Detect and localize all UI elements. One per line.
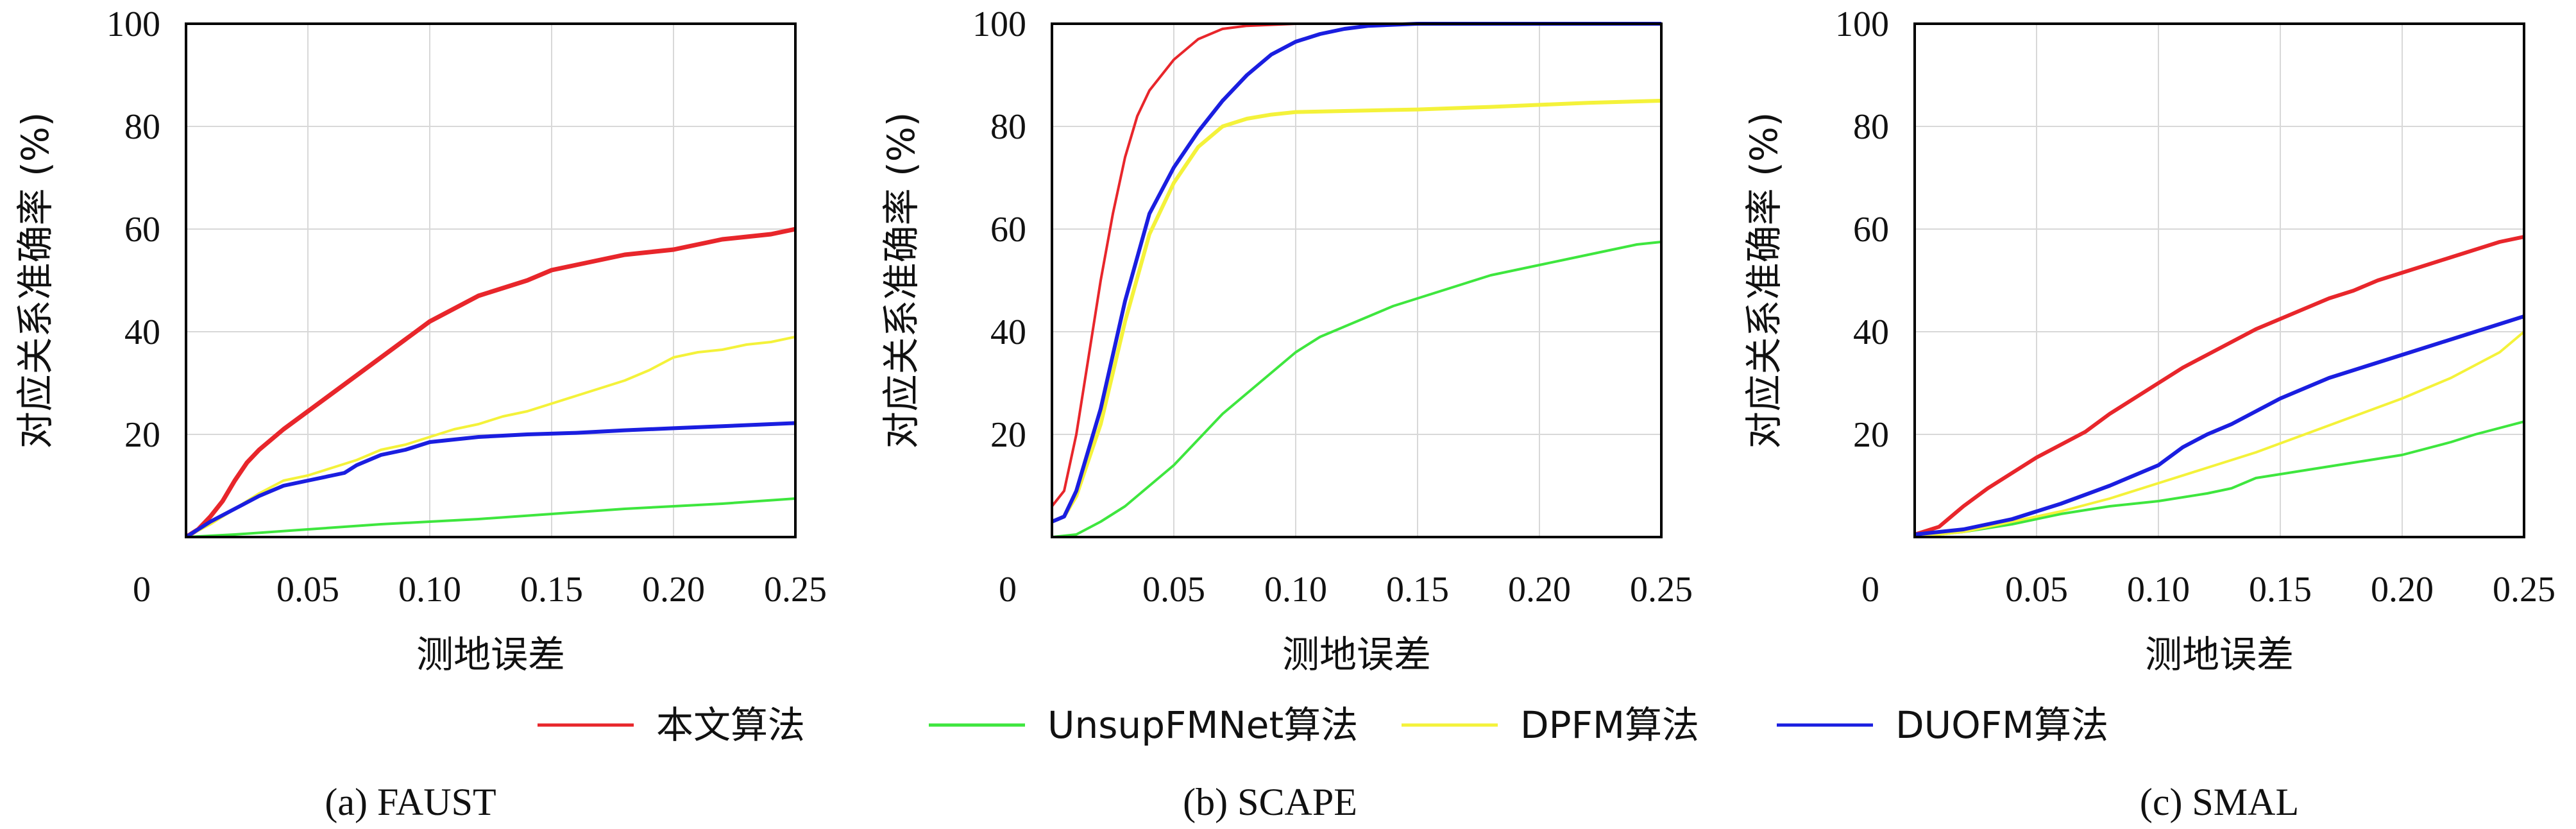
x-tick-label: 0.15 — [2249, 570, 2312, 610]
y-tick-label: 40 — [124, 312, 160, 352]
panel-caption: (a) FAUST — [325, 781, 496, 823]
y-tick-label: 100 — [1835, 4, 1889, 44]
y-tick-label: 20 — [990, 415, 1026, 455]
legend-label: DPFM算法 — [1520, 703, 1699, 747]
chart-panel-3: 20 40 60 80 100 0 0.05 0.10 0.15 0.20 0.25 测地误差 对应关系… — [1742, 4, 2555, 676]
y-tick-label: 20 — [1853, 415, 1889, 455]
x-tick-label: 0 — [133, 570, 151, 610]
y-axis-title: 对应关系准确率 (%) — [1742, 112, 1786, 449]
x-tick-label: 0.25 — [1630, 570, 1693, 610]
x-tick-label: 0.10 — [1264, 570, 1327, 610]
y-tick-label: 40 — [990, 312, 1026, 352]
legend-item: 本文算法 — [538, 703, 805, 747]
series-line — [1052, 99, 1661, 524]
series-group — [186, 226, 795, 537]
x-tick-label: 0.15 — [1386, 570, 1449, 610]
x-tick-label: 0.05 — [2005, 570, 2068, 610]
legend-label: 本文算法 — [656, 703, 805, 747]
x-tick-label: 0.10 — [2127, 570, 2190, 610]
series-line — [186, 226, 795, 537]
series-line — [1915, 235, 2524, 536]
plot-frame — [1913, 22, 2525, 538]
x-tick-label: 0.10 — [398, 570, 461, 610]
series-group — [1915, 235, 2524, 537]
chart-panel-2: 20 40 60 80 100 0 0.05 0.10 0.15 0.20 0.25 测地误差 对应关系… — [879, 4, 1693, 676]
legend-item: DUOFM算法 — [1777, 703, 2108, 747]
x-tick-label: 0.20 — [2371, 570, 2434, 610]
series-line — [186, 497, 795, 537]
legend-label: DUOFM算法 — [1895, 703, 2108, 747]
grid — [186, 24, 795, 537]
series-line — [1052, 22, 1661, 508]
y-tick-label: 80 — [990, 107, 1026, 147]
panel-caption: (b) SCAPE — [1183, 781, 1357, 823]
panel-caption: (c) SMAL — [2140, 781, 2299, 823]
y-axis-title: 对应关系准确率 (%) — [13, 112, 57, 449]
x-axis-title: 测地误差 — [2145, 633, 2294, 676]
x-tick-label: 0.20 — [1508, 570, 1571, 610]
x-tick-label: 0.25 — [764, 570, 827, 610]
series-line — [186, 421, 795, 537]
y-tick-label: 80 — [124, 107, 160, 147]
chart-panel-1: 20 40 60 80 100 0 0.05 0.10 0.15 0.20 0.25 测地误差 对应关系… — [13, 4, 827, 676]
y-tick-label: 60 — [990, 210, 1026, 250]
x-tick-label: 0.15 — [520, 570, 583, 610]
x-tick-label: 0.05 — [1142, 570, 1205, 610]
series-line — [186, 336, 795, 537]
x-tick-label: 0.25 — [2493, 570, 2555, 610]
y-tick-label: 40 — [1853, 312, 1889, 352]
series-line — [1915, 420, 2524, 537]
x-tick-label: 0 — [1861, 570, 1879, 610]
x-tick-label: 0.05 — [276, 570, 339, 610]
legend: 本文算法 UnsupFMNet算法 DPFM算法 DUOFM算法 — [538, 703, 2108, 747]
y-tick-label: 80 — [1853, 107, 1889, 147]
plot-frame — [1051, 22, 1663, 538]
y-tick-label: 100 — [106, 4, 160, 44]
y-axis-title: 对应关系准确率 (%) — [879, 112, 923, 449]
legend-item: DPFM算法 — [1402, 703, 1699, 747]
x-axis-title: 测地误差 — [1282, 633, 1431, 676]
x-tick-label: 0 — [999, 570, 1017, 610]
series-line — [1052, 22, 1661, 524]
series-line — [1052, 241, 1661, 537]
grid — [1915, 24, 2524, 537]
y-tick-label: 60 — [1853, 210, 1889, 250]
series-line — [1915, 314, 2524, 536]
x-axis-title: 测地误差 — [416, 633, 565, 676]
y-tick-label: 60 — [124, 210, 160, 250]
plot-frame — [185, 22, 797, 538]
y-tick-label: 20 — [124, 415, 160, 455]
legend-item: UnsupFMNet算法 — [929, 703, 1358, 747]
legend-label: UnsupFMNet算法 — [1047, 703, 1358, 747]
y-tick-label: 100 — [972, 4, 1026, 44]
x-tick-label: 0.20 — [642, 570, 705, 610]
series-group — [1052, 22, 1661, 537]
series-line — [1915, 330, 2524, 537]
